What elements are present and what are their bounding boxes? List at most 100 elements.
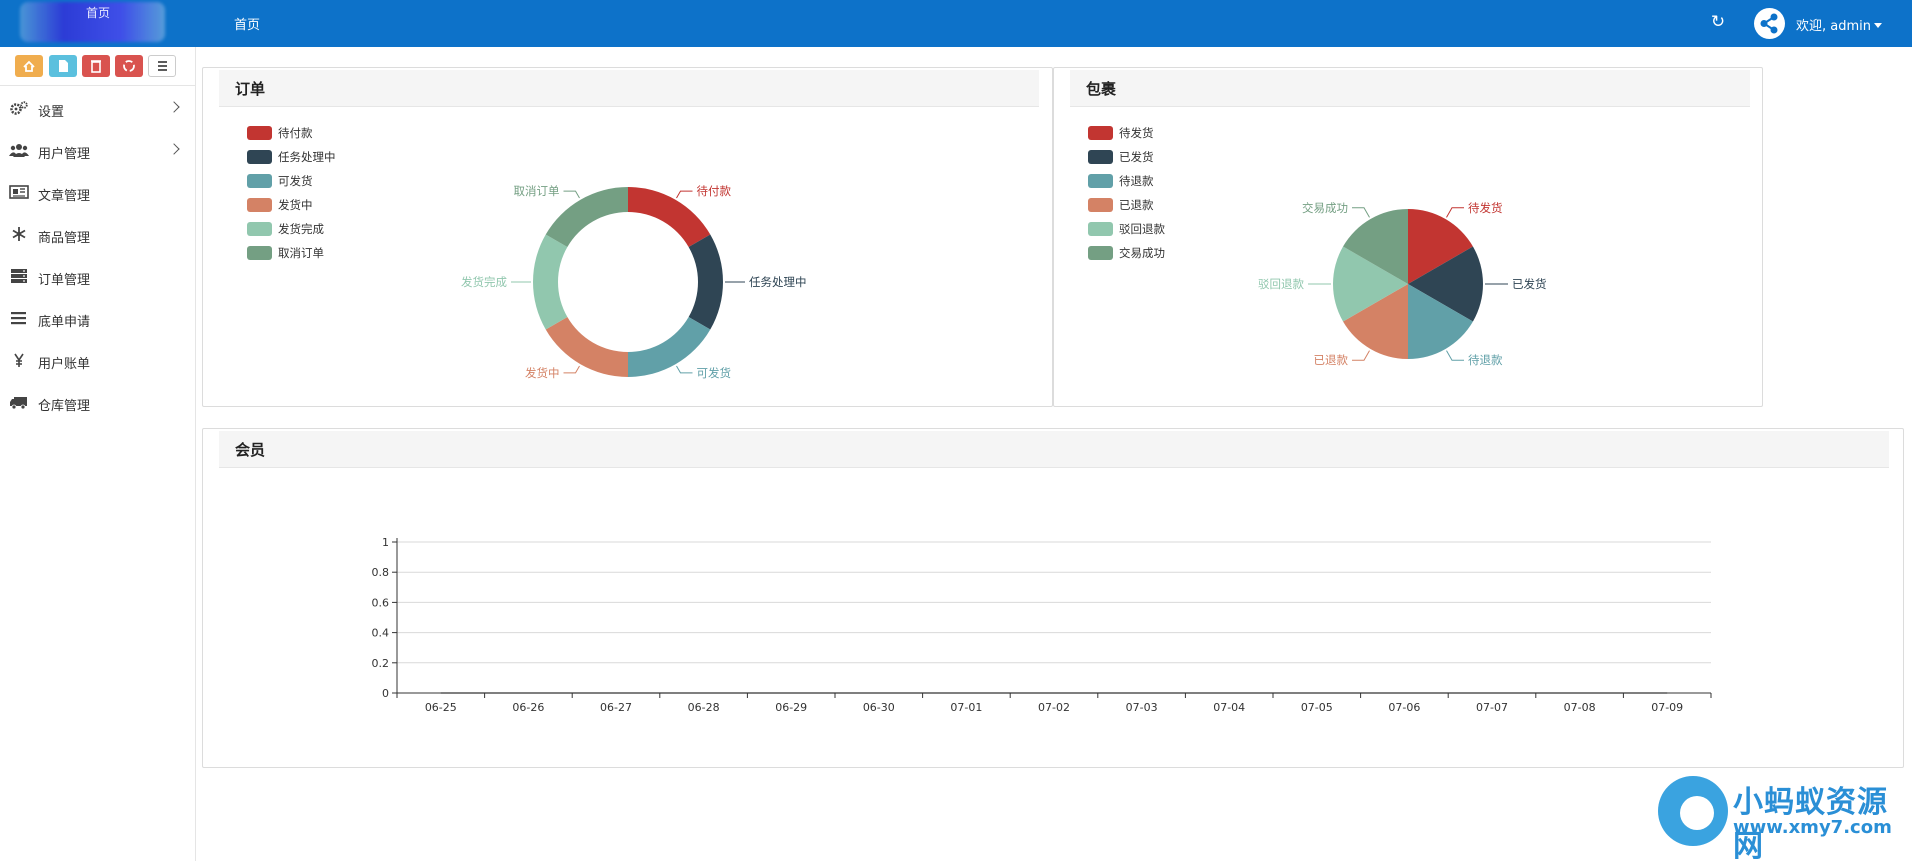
pie-slice[interactable]: [1343, 209, 1408, 284]
gears-icon: [10, 101, 28, 115]
trash-quick-button[interactable]: [82, 55, 110, 77]
x-tick-label: 07-02: [1038, 701, 1070, 714]
y-tick-label: 0.2: [372, 657, 390, 670]
pie-slice[interactable]: [1333, 246, 1408, 322]
watermark-url: www.xmy7.com: [1733, 817, 1892, 838]
sidebar-item-settings[interactable]: 设置: [0, 87, 196, 129]
pie-label-line: [1446, 207, 1464, 218]
y-tick-label: 0.6: [372, 596, 390, 609]
pie-slice[interactable]: [1408, 209, 1473, 284]
legend-item[interactable]: 已退款: [1088, 197, 1208, 212]
chevron-right-icon: [168, 101, 180, 113]
sidebar-item-articles[interactable]: 文章管理: [0, 171, 196, 213]
legend-item[interactable]: 发货完成: [247, 221, 367, 236]
legend-item[interactable]: 驳回退款: [1088, 221, 1208, 236]
file-quick-button[interactable]: [49, 55, 77, 77]
members-line-chart: 0 0.2 0.4 0.6 0.8 1 06-25 06-26 06-27 06-28 06-29 0…: [372, 536, 1712, 714]
legend-swatch: [1088, 174, 1113, 188]
pie-label: 待发货: [1468, 201, 1503, 215]
legend-item[interactable]: 待发货: [1088, 125, 1208, 140]
x-tick-label: 07-07: [1476, 701, 1508, 714]
y-tick-label: 0.8: [372, 566, 390, 579]
members-panel-header: 会员: [219, 431, 1889, 468]
legend-item[interactable]: 待退款: [1088, 173, 1208, 188]
legend-swatch: [1088, 222, 1113, 236]
legend-label: 可发货: [278, 174, 313, 188]
orders-panel-header: 订单: [219, 70, 1039, 107]
pie-slice[interactable]: [628, 317, 711, 377]
pie-label-line: [676, 190, 693, 199]
legend-item[interactable]: 待付款: [247, 125, 367, 140]
legend-label: 已发货: [1119, 150, 1154, 164]
pie-slice[interactable]: [1343, 284, 1408, 359]
list-quick-button[interactable]: [148, 55, 176, 77]
legend-swatch: [247, 246, 272, 260]
packages-panel-header: 包裹: [1070, 70, 1750, 107]
chevron-right-icon: [168, 143, 180, 155]
pie-slice[interactable]: [545, 317, 628, 377]
server-icon: [11, 269, 27, 283]
pie-label: 待退款: [1468, 353, 1503, 367]
sidebar-item-user-bills[interactable]: 用户账单: [0, 339, 196, 381]
legend-label: 交易成功: [1119, 246, 1165, 260]
sidebar-divider: [0, 85, 196, 86]
legend-label: 发货完成: [278, 222, 324, 236]
pie-label: 发货中: [525, 366, 560, 380]
pie-label: 交易成功: [1302, 201, 1348, 215]
sidebar-item-orders[interactable]: 订单管理: [0, 255, 196, 297]
watermark-badge: [1658, 776, 1728, 846]
x-tick-label: 07-01: [950, 701, 982, 714]
sidebar-item-label: 底单申请: [38, 315, 91, 330]
pie-slice[interactable]: [1408, 246, 1483, 322]
sidebar-item-products[interactable]: 商品管理: [0, 213, 196, 255]
legend-item[interactable]: 取消订单: [247, 245, 367, 260]
pie-slice[interactable]: [688, 234, 723, 330]
share-icon[interactable]: [1754, 8, 1785, 39]
home-icon: [23, 60, 35, 72]
newspaper-icon: [9, 185, 29, 199]
user-menu[interactable]: 欢迎, admin: [1796, 15, 1882, 34]
pie-label-line: [1352, 207, 1370, 218]
pie-slice[interactable]: [533, 234, 568, 330]
refresh-icon[interactable]: ↻: [1710, 12, 1726, 32]
top-navbar: 首页 首页 ↻ 欢迎, admin: [0, 0, 1912, 47]
sidebar-item-users[interactable]: 用户管理: [0, 129, 196, 171]
x-tick-label: 06-29: [775, 701, 807, 714]
legend-label: 任务处理中: [278, 150, 336, 164]
legend-label: 待付款: [278, 126, 313, 140]
legend-swatch: [1088, 246, 1113, 260]
legend-label: 取消订单: [278, 246, 324, 260]
pie-label-line: [676, 365, 693, 374]
logo[interactable]: [20, 2, 165, 42]
file-icon: [59, 60, 68, 72]
pie-label-line: [1352, 350, 1370, 361]
x-tick-label: 07-05: [1301, 701, 1333, 714]
pie-label-line: [563, 365, 580, 374]
nav-home-link[interactable]: 首页: [234, 18, 261, 33]
legend-label: 已退款: [1119, 198, 1154, 212]
home-quick-button[interactable]: [15, 55, 43, 77]
sidebar-item-label: 用户管理: [38, 147, 91, 162]
legend-label: 待发货: [1119, 126, 1154, 140]
sidebar-item-warehouse[interactable]: 仓库管理: [0, 381, 196, 423]
pie-label: 已退款: [1314, 353, 1349, 367]
y-tick-label: 0.4: [372, 627, 390, 640]
packages-panel-title: 包裹: [1086, 80, 1117, 98]
sidebar-item-bill-request[interactable]: 底单申请: [0, 297, 196, 339]
x-tick-label: 06-30: [863, 701, 895, 714]
legend-item[interactable]: 已发货: [1088, 149, 1208, 164]
legend-swatch: [1088, 150, 1113, 164]
x-tick-label: 07-08: [1564, 701, 1596, 714]
legend-item[interactable]: 可发货: [247, 173, 367, 188]
list-icon: [158, 61, 167, 71]
packages-panel: 包裹 待发货 已发货 待退款 已退款 驳回退款 交易成功 待发货 已发货 待退款 已退款 驳回退款…: [1053, 67, 1763, 407]
legend-item[interactable]: 交易成功: [1088, 245, 1208, 260]
recycle-quick-button[interactable]: [115, 55, 143, 77]
pie-slice[interactable]: [1408, 284, 1473, 359]
pie-slice[interactable]: [628, 187, 711, 247]
pie-slice[interactable]: [545, 187, 628, 247]
legend-item[interactable]: 任务处理中: [247, 149, 367, 164]
legend-item[interactable]: 发货中: [247, 197, 367, 212]
